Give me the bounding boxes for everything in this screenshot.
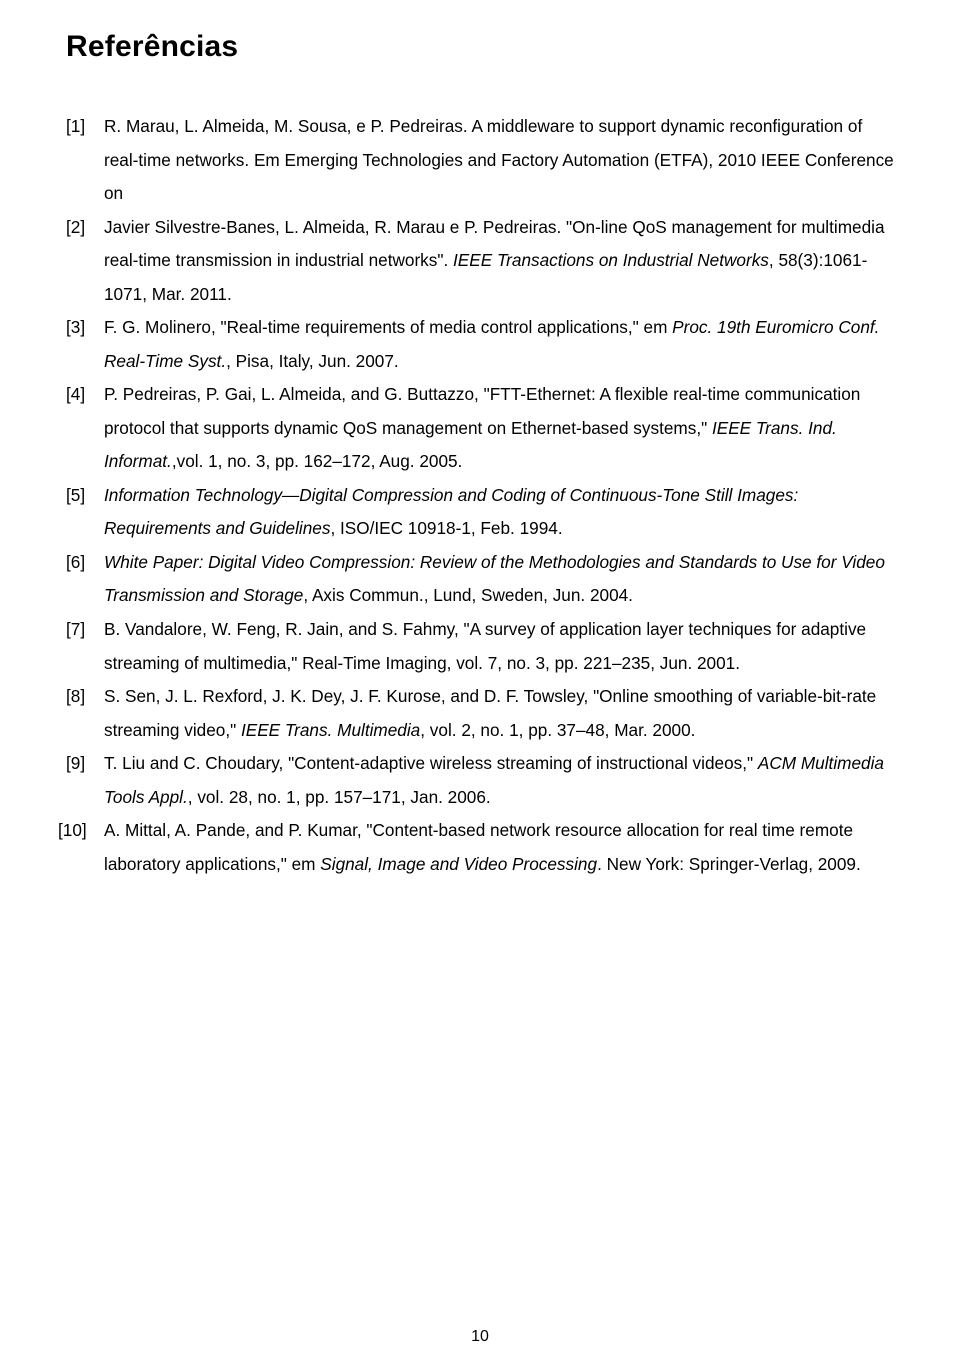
reference-item: [6]White Paper: Digital Video Compressio…	[66, 546, 894, 613]
reference-item: [7]B. Vandalore, W. Feng, R. Jain, and S…	[66, 613, 894, 680]
reference-segment: , Pisa, Italy, Jun. 2007.	[226, 351, 399, 371]
reference-segment: B. Vandalore, W. Feng, R. Jain, and S. F…	[104, 619, 866, 673]
reference-item: [2]Javier Silvestre-Banes, L. Almeida, R…	[66, 211, 894, 312]
reference-number: [8]	[66, 680, 104, 747]
reference-item: [10]A. Mittal, A. Pande, and P. Kumar, "…	[66, 814, 894, 881]
section-heading: Referências	[66, 30, 894, 64]
page: Referências [1]R. Marau, L. Almeida, M. …	[0, 0, 960, 1368]
reference-item: [3]F. G. Molinero, "Real-time requiremen…	[66, 311, 894, 378]
reference-segment: , ISO/IEC 10918-1, Feb. 1994.	[330, 518, 562, 538]
reference-segment: , vol. 28, no. 1, pp. 157–171, Jan. 2006…	[188, 787, 491, 807]
reference-number: [4]	[66, 378, 104, 479]
reference-text: A. Mittal, A. Pande, and P. Kumar, "Cont…	[104, 814, 894, 881]
reference-segment: , Axis Commun., Lund, Sweden, Jun. 2004.	[303, 585, 633, 605]
reference-item: [4]P. Pedreiras, P. Gai, L. Almeida, and…	[66, 378, 894, 479]
reference-list: [1]R. Marau, L. Almeida, M. Sousa, e P. …	[66, 110, 894, 881]
reference-number: [2]	[66, 211, 104, 312]
page-number: 10	[0, 1328, 960, 1346]
reference-number: [10]	[58, 814, 104, 881]
reference-segment: , vol. 2, no. 1, pp. 37–48, Mar. 2000.	[420, 720, 695, 740]
reference-text: F. G. Molinero, "Real-time requirements …	[104, 311, 894, 378]
reference-number: [6]	[66, 546, 104, 613]
reference-segment: ,vol. 1, no. 3, pp. 162–172, Aug. 2005.	[172, 451, 463, 471]
reference-item: [9]T. Liu and C. Choudary, "Content-adap…	[66, 747, 894, 814]
reference-segment: T. Liu and C. Choudary, "Content-adaptiv…	[104, 753, 758, 773]
reference-text: Javier Silvestre-Banes, L. Almeida, R. M…	[104, 211, 894, 312]
reference-text: White Paper: Digital Video Compression: …	[104, 546, 894, 613]
reference-text: P. Pedreiras, P. Gai, L. Almeida, and G.…	[104, 378, 894, 479]
reference-number: [1]	[66, 110, 104, 211]
reference-item: [5]Information Technology—Digital Compre…	[66, 479, 894, 546]
reference-number: [7]	[66, 613, 104, 680]
reference-number: [5]	[66, 479, 104, 546]
reference-text: R. Marau, L. Almeida, M. Sousa, e P. Ped…	[104, 110, 894, 211]
reference-text: S. Sen, J. L. Rexford, J. K. Dey, J. F. …	[104, 680, 894, 747]
reference-text: B. Vandalore, W. Feng, R. Jain, and S. F…	[104, 613, 894, 680]
reference-italic-segment: Signal, Image and Video Processing	[320, 854, 597, 874]
reference-segment: R. Marau, L. Almeida, M. Sousa, e P. Ped…	[104, 116, 894, 203]
reference-italic-segment: IEEE Trans. Multimedia	[241, 720, 420, 740]
reference-italic-segment: IEEE Transactions on Industrial Networks	[453, 250, 769, 270]
reference-number: [3]	[66, 311, 104, 378]
reference-segment: . New York: Springer-Verlag, 2009.	[597, 854, 861, 874]
reference-item: [1]R. Marau, L. Almeida, M. Sousa, e P. …	[66, 110, 894, 211]
reference-item: [8]S. Sen, J. L. Rexford, J. K. Dey, J. …	[66, 680, 894, 747]
reference-number: [9]	[66, 747, 104, 814]
reference-text: T. Liu and C. Choudary, "Content-adaptiv…	[104, 747, 894, 814]
reference-segment: F. G. Molinero, "Real-time requirements …	[104, 317, 672, 337]
reference-text: Information Technology—Digital Compressi…	[104, 479, 894, 546]
